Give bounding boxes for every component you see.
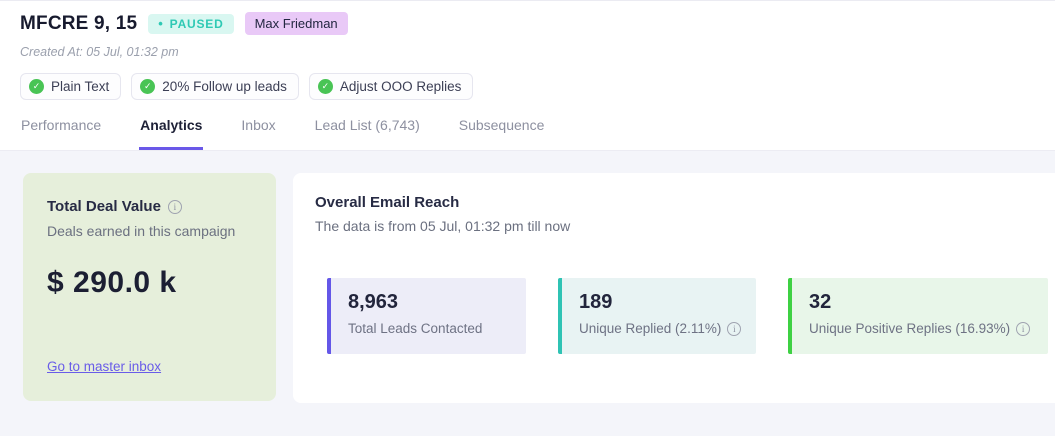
stat-label-row: Unique Positive Replies (16.93%) i — [809, 321, 1032, 336]
info-icon[interactable]: i — [167, 199, 182, 214]
tab-subsequence[interactable]: Subsequence — [458, 117, 545, 133]
stat-label: Unique Replied (2.11%) — [579, 321, 722, 336]
chip-label: 20% Follow up leads — [162, 79, 287, 94]
deal-card-title-row: Total Deal Value i — [47, 198, 252, 215]
stat-label: Total Leads Contacted — [348, 321, 483, 336]
owner-badge: Max Friedman — [244, 12, 348, 35]
check-icon: ✓ — [140, 79, 156, 94]
created-at-text: Created At: 05 Jul, 01:32 pm — [20, 45, 179, 59]
chip-adjust-ooo-replies[interactable]: ✓ Adjust OOO Replies — [308, 73, 474, 100]
stat-total-leads-contacted: 8,963 Total Leads Contacted — [327, 278, 526, 354]
tab-inbox[interactable]: Inbox — [241, 117, 276, 133]
stat-value: 189 — [579, 291, 613, 313]
tab-bar: Performance Analytics Inbox Lead List (6… — [20, 109, 545, 150]
deal-card-subtitle: Deals earned in this campaign — [47, 223, 236, 239]
stat-value: 32 — [809, 291, 832, 313]
reach-panel-title: Overall Email Reach — [315, 194, 460, 211]
tab-lead-list[interactable]: Lead List (6,743) — [314, 117, 420, 133]
reach-panel-title-row: Overall Email Reach — [315, 194, 1055, 211]
total-deal-value-card: Total Deal Value i Deals earned in this … — [23, 173, 276, 401]
owner-badge-label: Max Friedman — [254, 16, 338, 31]
stat-label: Unique Positive Replies (16.93%) — [809, 321, 1011, 336]
reach-panel-subtitle: The data is from 05 Jul, 01:32 pm till n… — [315, 218, 571, 234]
check-icon: ✓ — [317, 79, 333, 94]
stat-label-row: Unique Replied (2.11%) i — [579, 321, 742, 336]
stat-value: 8,963 — [348, 291, 399, 313]
info-icon[interactable]: i — [727, 321, 742, 336]
stat-label-row: Total Leads Contacted — [348, 321, 510, 336]
status-badge-label: PAUSED — [169, 16, 224, 31]
chip-label: Plain Text — [51, 79, 110, 94]
campaign-title: MFCRE 9, 15 — [20, 12, 138, 34]
tab-analytics[interactable]: Analytics — [139, 109, 204, 150]
stat-unique-replied: 189 Unique Replied (2.11%) i — [558, 278, 756, 354]
stat-unique-positive-replies: 32 Unique Positive Replies (16.93%) i — [788, 278, 1048, 354]
deal-value: $ 290.0 k — [47, 266, 177, 299]
tab-performance[interactable]: Performance — [21, 117, 102, 133]
info-icon[interactable]: i — [1016, 321, 1031, 336]
title-row: MFCRE 9, 15 • PAUSED Max Friedman — [20, 12, 348, 35]
go-to-master-inbox-link[interactable]: Go to master inbox — [47, 359, 162, 374]
campaign-settings-chips: ✓ Plain Text ✓ 20% Follow up leads ✓ Adj… — [20, 73, 474, 100]
check-icon: ✓ — [29, 79, 44, 94]
chip-follow-up-leads[interactable]: ✓ 20% Follow up leads — [131, 73, 299, 100]
campaign-header: MFCRE 9, 15 • PAUSED Max Friedman Create… — [0, 1, 1055, 151]
email-reach-stats-row: 8,963 Total Leads Contacted 189 Unique R… — [327, 278, 1048, 354]
deal-card-title: Total Deal Value — [47, 198, 161, 215]
status-badge: • PAUSED — [148, 13, 234, 34]
chip-plain-text[interactable]: ✓ Plain Text — [20, 73, 122, 100]
overall-email-reach-panel: Overall Email Reach The data is from 05 … — [293, 173, 1055, 403]
chip-label: Adjust OOO Replies — [339, 79, 462, 94]
